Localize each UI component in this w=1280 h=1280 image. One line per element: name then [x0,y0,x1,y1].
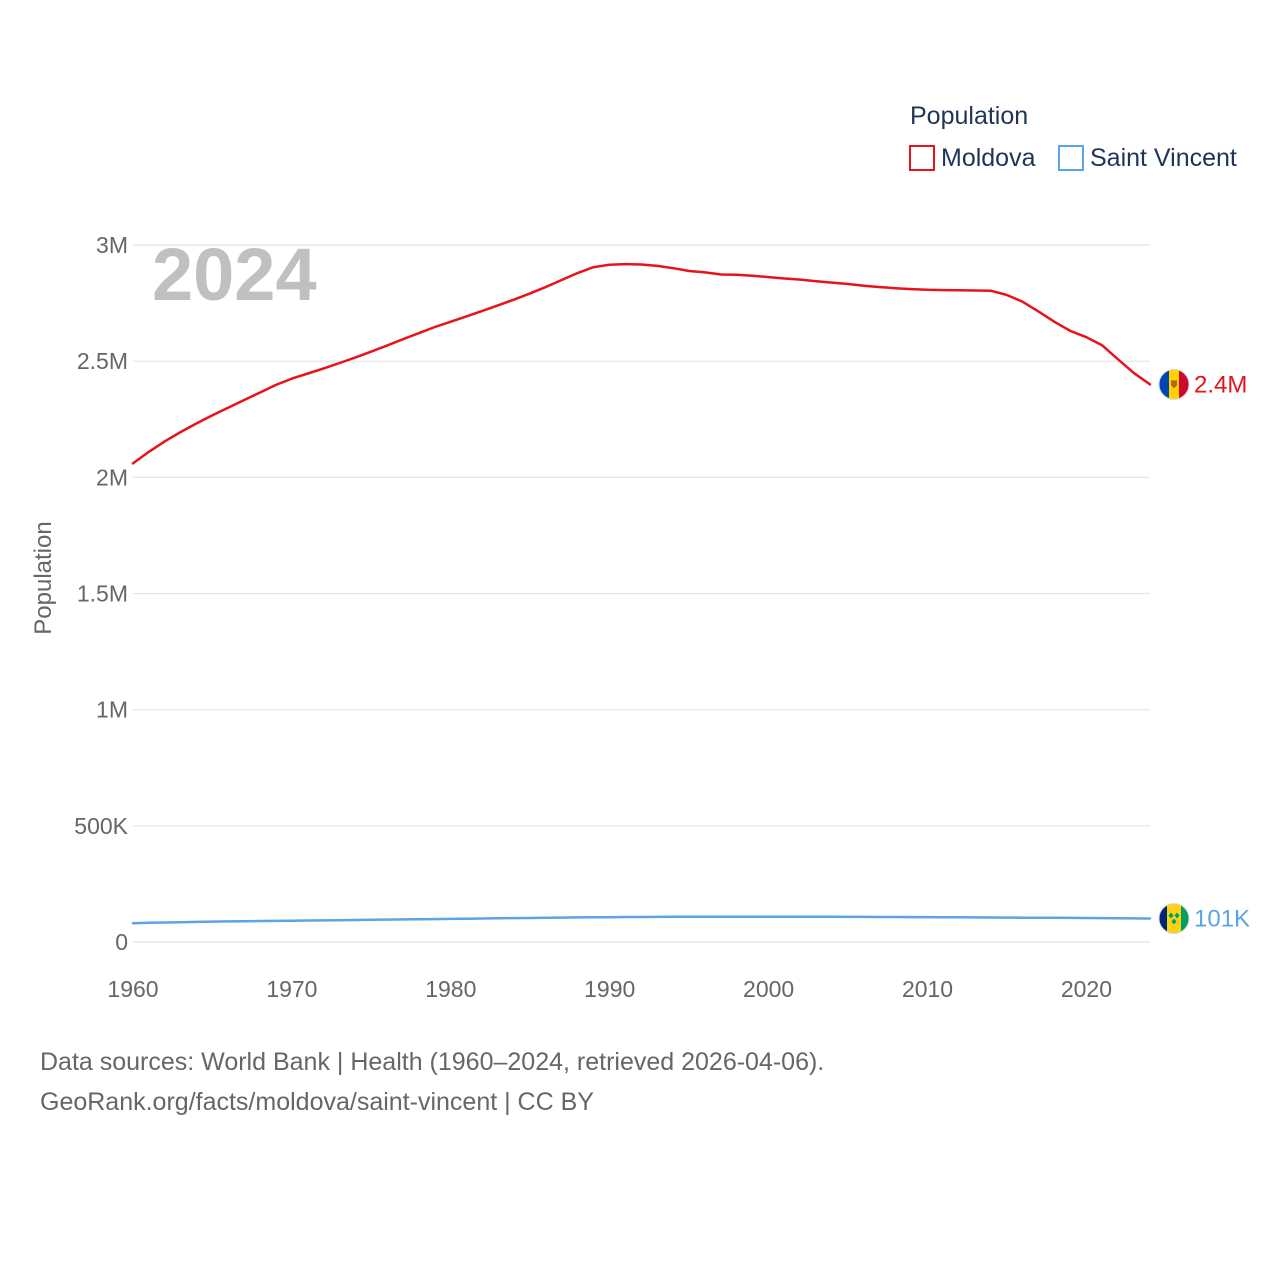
moldova-flag-icon [1158,368,1190,400]
y-tick-label: 1.5M [77,581,128,607]
end-label-saint-vincent: 101K [1194,906,1250,933]
x-tick-label: 1970 [266,976,317,1002]
legend: Population Moldova Saint Vincent [909,102,1237,172]
y-tick-label: 3M [96,232,128,258]
y-tick-label: 500K [74,813,128,839]
y-axis-title: Population [30,521,57,634]
series-line-moldova[interactable] [131,262,1152,465]
legend-label-moldova[interactable]: Moldova [941,144,1036,172]
y-tick-label: 1M [96,697,128,723]
footer: Data sources: World Bank | Health (1960–… [40,1042,824,1122]
legend-swatch-moldova[interactable] [909,145,935,171]
y-tick-label: 0 [115,929,128,955]
x-tick-label: 1980 [425,976,476,1002]
end-label-moldova: 2.4M [1194,371,1247,398]
legend-swatch-saint-vincent[interactable] [1058,145,1084,171]
y-axis-ticks: 0 500K 1M 1.5M 2M 2.5M 3M [74,232,128,955]
x-tick-label: 1960 [107,976,158,1002]
grid-lines [133,244,1150,943]
series-line-saint-vincent[interactable] [131,915,1152,925]
series-layer: 2.4M 101K [131,262,1250,935]
year-label: 2024 [152,233,317,316]
x-tick-label: 2020 [1061,976,1112,1002]
y-tick-label: 2.5M [77,348,128,374]
x-tick-label: 2010 [902,976,953,1002]
x-tick-label: 2000 [743,976,794,1002]
footer-link[interactable]: GeoRank.org/facts/moldova/saint-vincent … [40,1088,594,1116]
population-chart: 0 500K 1M 1.5M 2M 2.5M 3M 1960 1970 1980 1990 2000… [30,102,1250,1002]
saint-vincent-flag-icon [1158,903,1190,935]
footer-sources: Data sources: World Bank | Health (1960–… [40,1048,825,1076]
x-axis-ticks: 1960 1970 1980 1990 2000 2010 2020 [107,976,1112,1002]
legend-title: Population [910,102,1028,130]
legend-label-saint-vincent[interactable]: Saint Vincent [1090,144,1237,172]
x-tick-label: 1990 [584,976,635,1002]
y-tick-label: 2M [96,464,128,490]
